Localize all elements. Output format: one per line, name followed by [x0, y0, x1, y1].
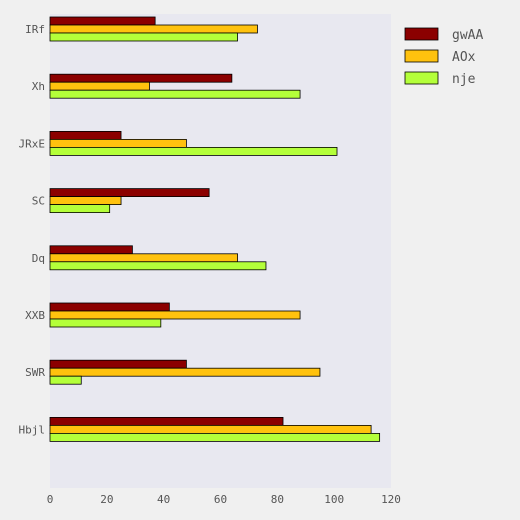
y-tick-label-SWR: SWR [25, 366, 45, 379]
bar-gwAA-IRf [49, 16, 156, 26]
bar-nje-Dq [49, 261, 267, 271]
x-tick-label-100: 100 [324, 493, 344, 506]
legend-swatch-AOx [404, 49, 439, 63]
bar-AOx-IRf [49, 24, 258, 34]
bar-AOx-Xh [49, 81, 150, 91]
bar-AOx-XXB [49, 310, 301, 320]
bar-nje-Hbjl [49, 432, 381, 442]
bar-gwAA-Xh [49, 73, 233, 83]
bar-nje-Xh [49, 89, 301, 99]
bar-gwAA-XXB [49, 302, 170, 312]
bar-gwAA-SWR [49, 359, 187, 369]
y-tick-label-SC: SC [32, 195, 45, 208]
legend-swatch-gwAA [404, 27, 439, 41]
x-tick-label-120: 120 [381, 493, 401, 506]
legend-label-gwAA: gwAA [452, 28, 483, 43]
bar-nje-IRf [49, 32, 238, 42]
y-tick-label-Hbjl: Hbjl [19, 423, 46, 436]
x-tick-label-20: 20 [100, 493, 113, 506]
bar-gwAA-JRxE [49, 130, 122, 140]
legend-label-nje: nje [452, 72, 476, 87]
x-tick-label-0: 0 [47, 493, 54, 506]
y-tick-label-XXB: XXB [25, 309, 45, 322]
x-tick-label-60: 60 [214, 493, 227, 506]
bar-AOx-SWR [49, 367, 321, 377]
x-tick-label-80: 80 [271, 493, 284, 506]
x-tick-label-40: 40 [157, 493, 170, 506]
y-tick-label-Dq: Dq [32, 252, 45, 265]
bar-gwAA-SC [49, 188, 210, 198]
bar-nje-JRxE [49, 146, 338, 156]
y-tick-label-JRxE: JRxE [19, 137, 46, 150]
bar-nje-XXB [49, 318, 162, 328]
bar-AOx-JRxE [49, 138, 187, 148]
legend-swatch-nje [404, 71, 439, 85]
bar-AOx-Hbjl [49, 424, 372, 434]
bar-gwAA-Dq [49, 245, 133, 255]
bar-gwAA-Hbjl [49, 416, 284, 426]
bar-nje-SWR [49, 375, 82, 385]
y-tick-label-IRf: IRf [25, 23, 45, 36]
legend-label-AOx: AOx [452, 50, 476, 65]
bar-AOx-SC [49, 196, 122, 206]
bar-AOx-Dq [49, 253, 238, 263]
y-tick-label-Xh: Xh [32, 80, 45, 93]
legend: gwAA AOx nje [404, 27, 483, 87]
bar-nje-SC [49, 204, 111, 214]
